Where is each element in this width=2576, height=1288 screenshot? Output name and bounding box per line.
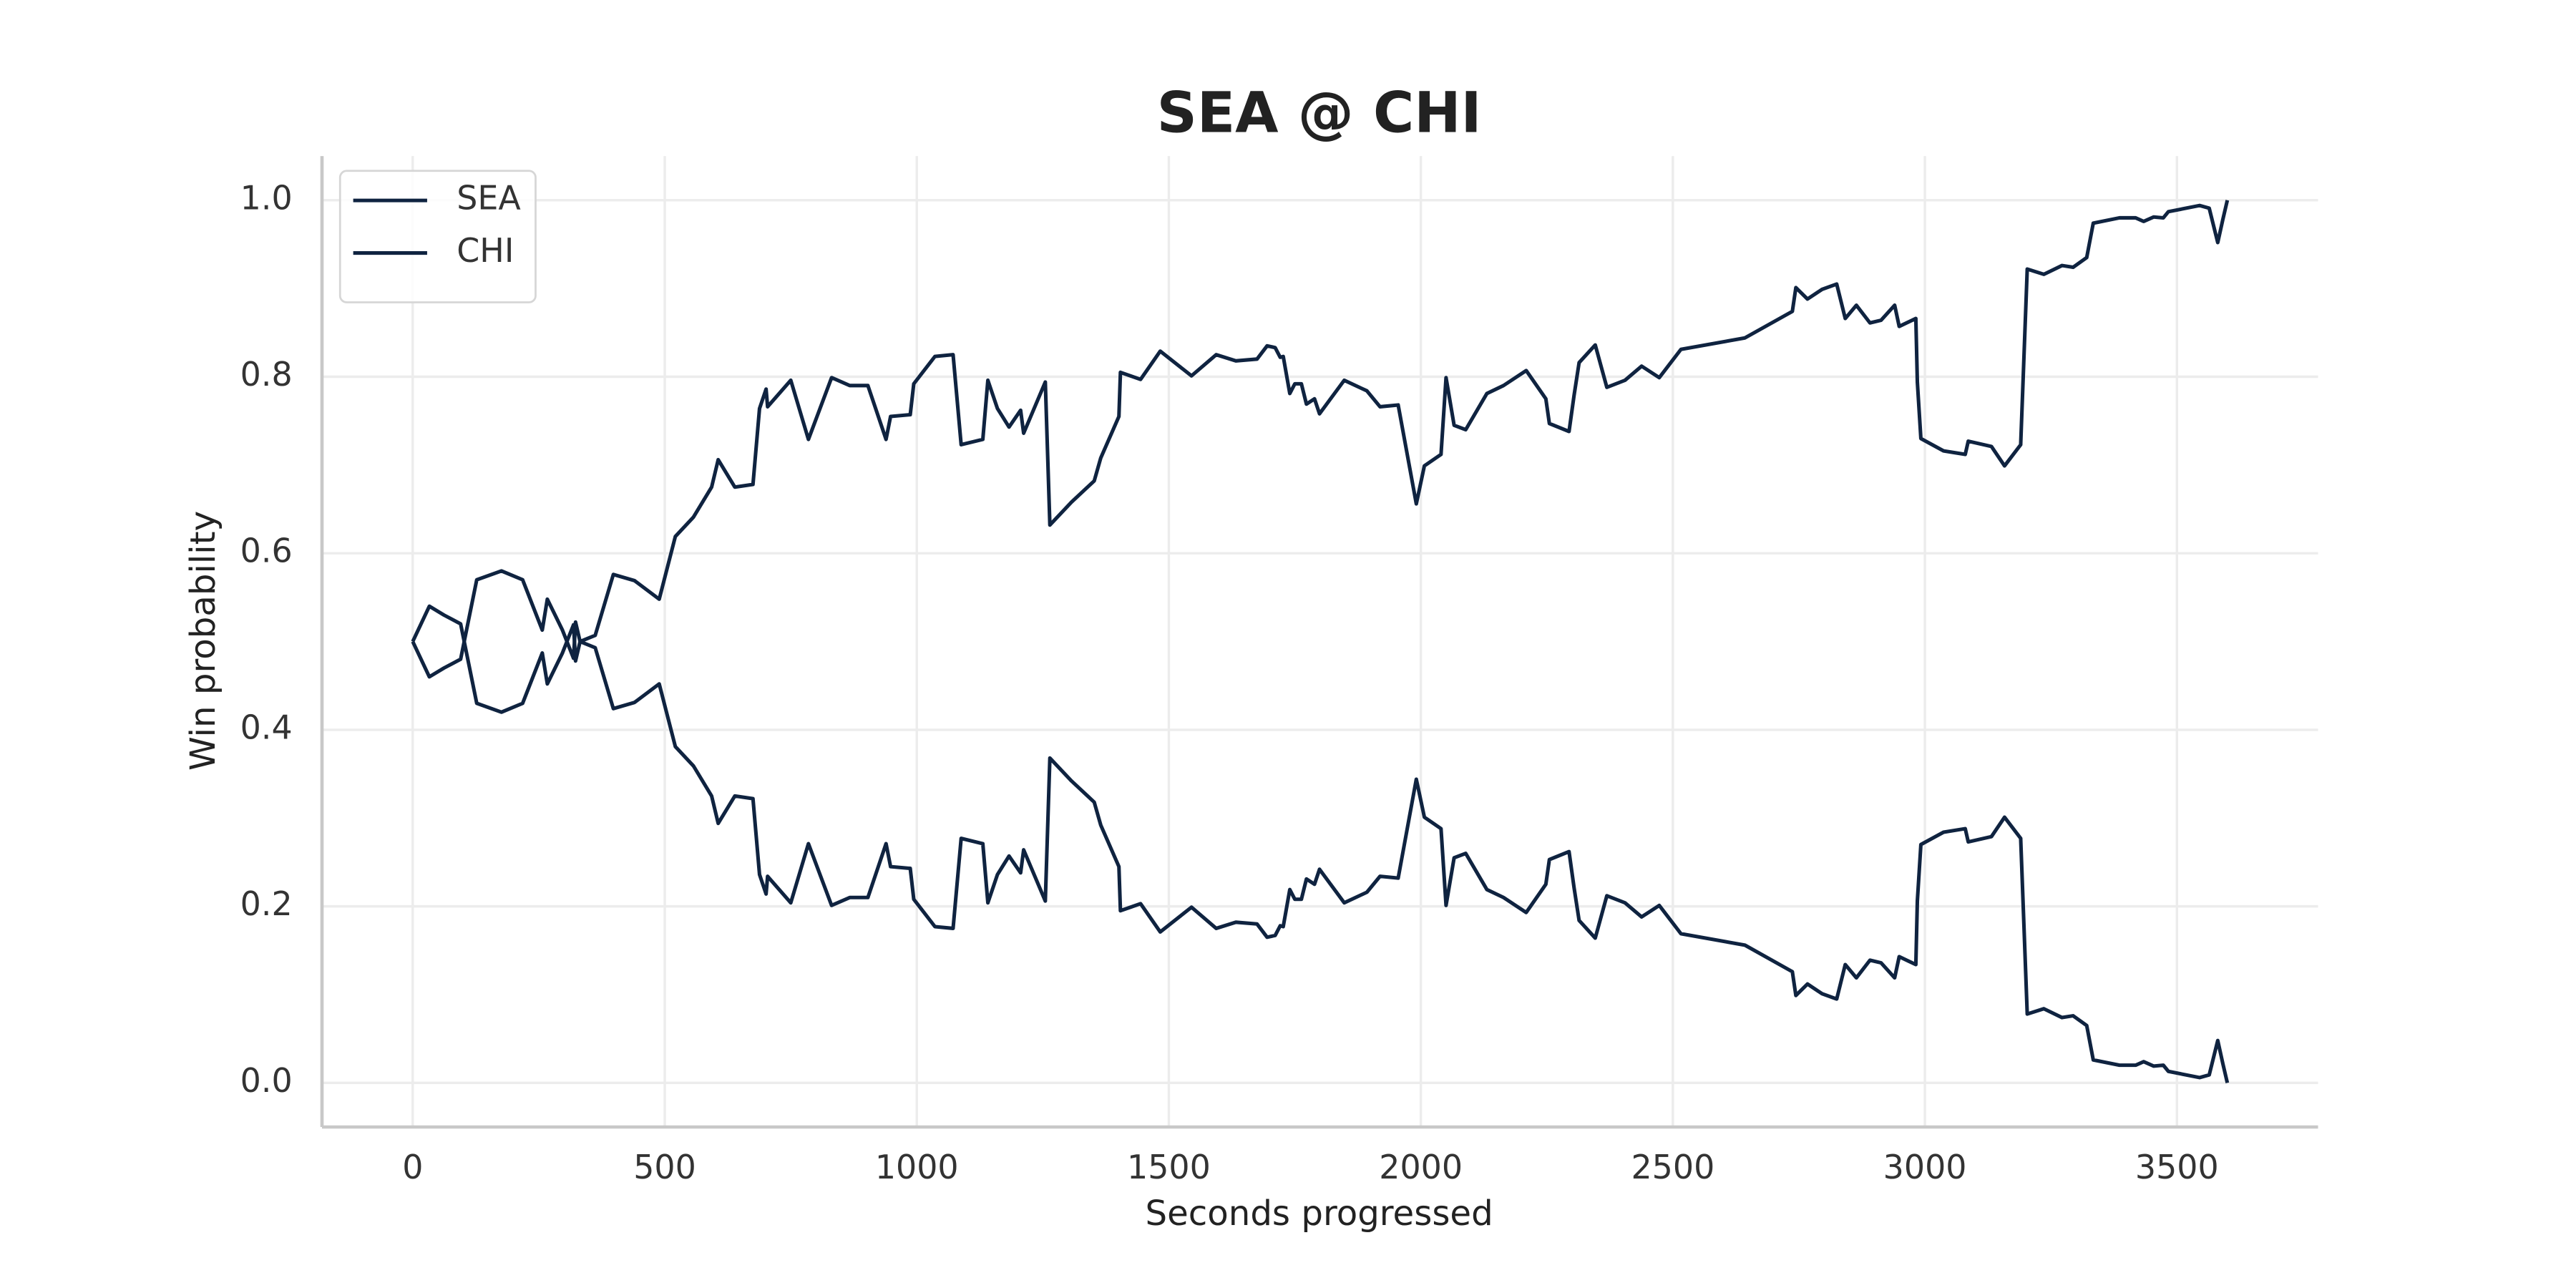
x-tick-label: 3000 (1883, 1148, 1967, 1186)
y-tick-label: 0.6 (240, 532, 293, 570)
x-tick-label: 2500 (1631, 1148, 1714, 1186)
legend-label: CHI (457, 231, 514, 270)
y-tick-label: 1.0 (240, 178, 293, 217)
x-tick-label: 1500 (1127, 1148, 1211, 1186)
legend-box (338, 170, 537, 303)
x-tick-label: 2000 (1379, 1148, 1463, 1186)
x-tick-label: 500 (633, 1148, 696, 1186)
x-tick-label: 3500 (2135, 1148, 2219, 1186)
x-tick-label: 1000 (875, 1148, 959, 1186)
legend-label: SEA (457, 179, 521, 218)
series-line (411, 200, 2230, 679)
y-tick-label: 0.2 (240, 884, 293, 923)
chart-title: SEA @ CHI (1157, 81, 1482, 145)
x-axis-label: Seconds progressed (1146, 1194, 1493, 1234)
series-line (411, 604, 2230, 1083)
y-tick-label: 0.0 (240, 1061, 293, 1100)
y-axis-label: Win probability (183, 511, 223, 771)
x-tick-label: 0 (402, 1148, 423, 1186)
y-tick-label: 0.4 (240, 708, 293, 746)
y-tick-label: 0.8 (240, 355, 293, 394)
